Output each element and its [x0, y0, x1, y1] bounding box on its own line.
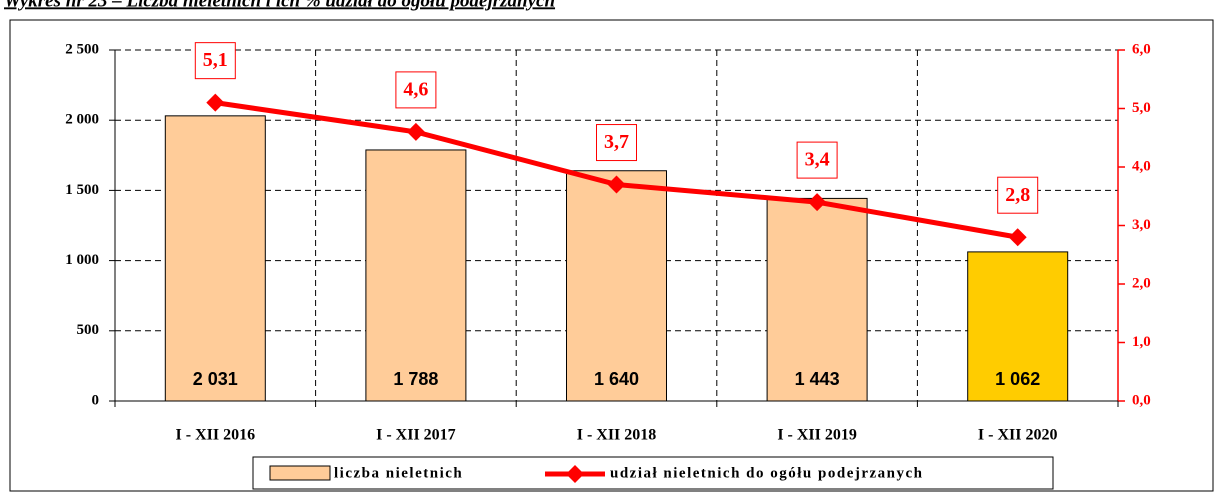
y-tick-label: 2 500	[65, 41, 99, 57]
x-tick-label: I - XII 2018	[577, 427, 657, 444]
value-label-box	[395, 71, 437, 109]
bar	[967, 251, 1069, 402]
line-marker	[607, 175, 626, 194]
value-label-box	[194, 42, 236, 80]
bar	[365, 149, 467, 402]
line-marker	[1008, 228, 1027, 247]
x-tick-label: I - XII 2019	[777, 427, 857, 444]
y2-tick-label: 4,0	[1132, 158, 1151, 174]
line-value-label: 3,7	[604, 131, 629, 153]
bar-value-label: 1 640	[594, 369, 639, 389]
value-label-box	[997, 176, 1039, 214]
line-marker	[406, 122, 425, 141]
line-value-label: 3,4	[805, 149, 830, 171]
line-value-label: 2,8	[1005, 184, 1030, 206]
bar	[566, 170, 667, 402]
bar	[766, 197, 868, 402]
legend-label: liczba nieletnich	[334, 465, 463, 481]
chart-title: Wykres nr 23 – Liczba nieletnich i ich %…	[4, 0, 555, 11]
y-tick-label: 500	[77, 322, 100, 338]
line-value-label: 5,1	[203, 49, 228, 71]
y-tick-label: 1 500	[65, 182, 99, 198]
y-tick-label: 1 000	[65, 252, 99, 268]
legend-marker	[566, 465, 584, 483]
y2-tick-label: 2,0	[1132, 275, 1151, 291]
bar-value-label: 1 788	[393, 369, 438, 389]
y2-tick-label: 6,0	[1132, 41, 1151, 57]
y2-tick-label: 1,0	[1132, 334, 1151, 350]
bar	[164, 115, 266, 402]
value-label-box	[796, 141, 838, 179]
line-marker	[206, 93, 225, 112]
line-value-label: 4,6	[403, 78, 428, 100]
bar-value-label: 1 062	[995, 369, 1040, 389]
x-tick-label: I - XII 2017	[376, 427, 456, 444]
legend-swatch	[269, 465, 331, 481]
y2-tick-label: 5,0	[1132, 100, 1151, 116]
value-label-box	[596, 124, 637, 162]
x-tick-label: I - XII 2016	[176, 427, 256, 444]
y-tick-label: 0	[92, 392, 100, 408]
legend-label: udział nieletnich do ogółu podejrzanych	[610, 465, 924, 481]
line-marker	[808, 193, 827, 212]
bar-value-label: 1 443	[795, 369, 840, 389]
legend-box	[252, 456, 1054, 490]
x-tick-label: I - XII 2020	[978, 427, 1058, 444]
y-tick-label: 2 000	[65, 112, 99, 128]
bar-value-label: 2 031	[193, 369, 238, 389]
y2-tick-label: 0,0	[1132, 392, 1151, 408]
chart-frame	[9, 19, 1214, 492]
y2-tick-label: 3,0	[1132, 217, 1151, 233]
